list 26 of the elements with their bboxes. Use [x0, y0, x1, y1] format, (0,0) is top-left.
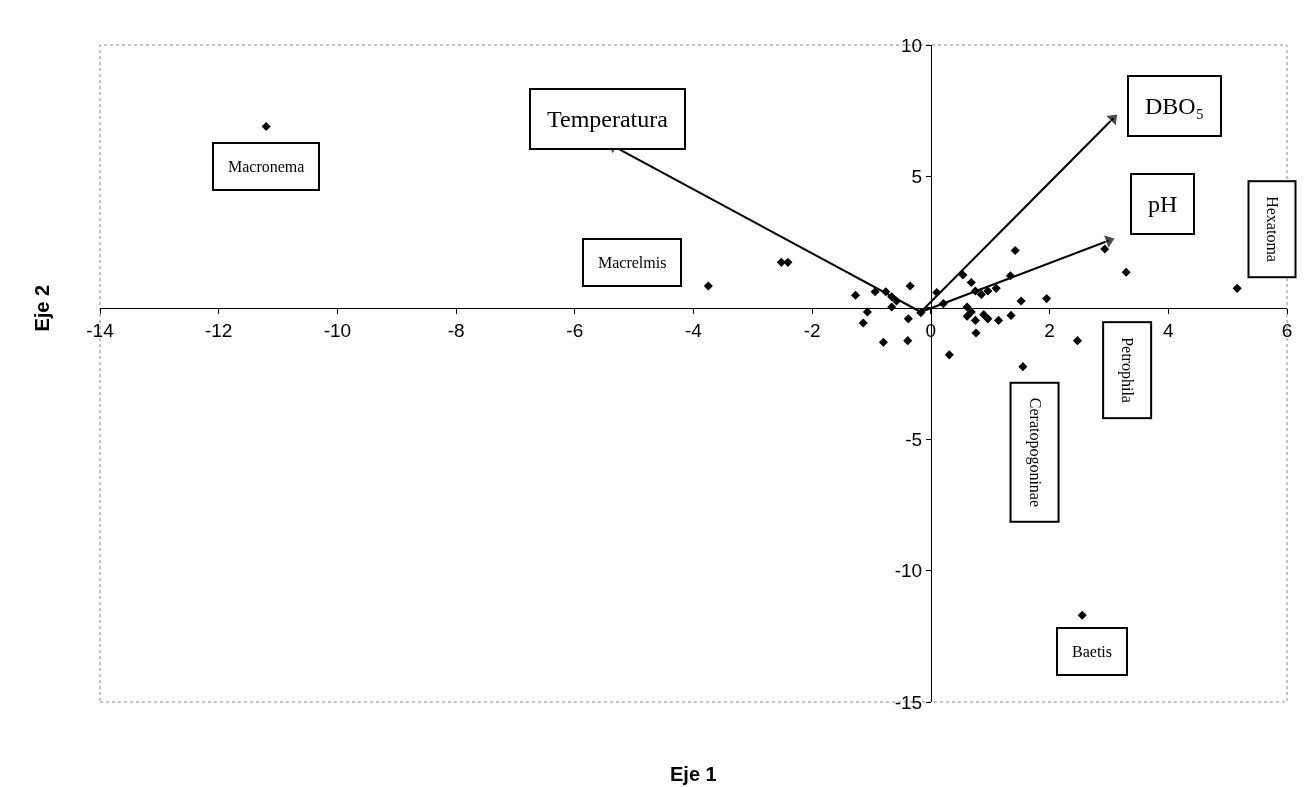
x-tick-label: 6 [1281, 319, 1293, 341]
y-tick-label: -10 [894, 560, 923, 582]
annotation: DBO₅ [1145, 93, 1205, 119]
annotation: Temperatura [547, 106, 669, 132]
annotation: Ceratopogoninae [1025, 397, 1044, 508]
annotation: Baetis [1072, 643, 1112, 660]
x-tick-label: -2 [803, 319, 821, 341]
annotation: pH [1148, 191, 1178, 217]
x-tick-label: -8 [447, 319, 465, 341]
y-axis-title: Eje 2 [30, 284, 53, 332]
annotation: Hexatoma [1263, 196, 1281, 262]
x-tick-label: -10 [323, 319, 352, 341]
annotation: Macronema [228, 158, 305, 175]
y-tick-label: 5 [911, 166, 923, 188]
x-tick-label: -4 [685, 319, 703, 341]
x-tick-label: -12 [204, 319, 233, 341]
x-tick-label: -14 [86, 319, 115, 341]
x-tick-label: 2 [1044, 319, 1055, 341]
x-axis-title: Eje 1 [670, 763, 717, 785]
y-tick-label: -15 [894, 691, 923, 713]
annotation: Petrophila [1118, 337, 1137, 403]
x-tick-label: -6 [566, 319, 584, 341]
y-tick-label: 10 [900, 34, 923, 56]
y-tick-label: -5 [905, 428, 923, 450]
x-tick-label: 4 [1163, 319, 1175, 341]
annotation: Macrelmis [598, 254, 667, 271]
